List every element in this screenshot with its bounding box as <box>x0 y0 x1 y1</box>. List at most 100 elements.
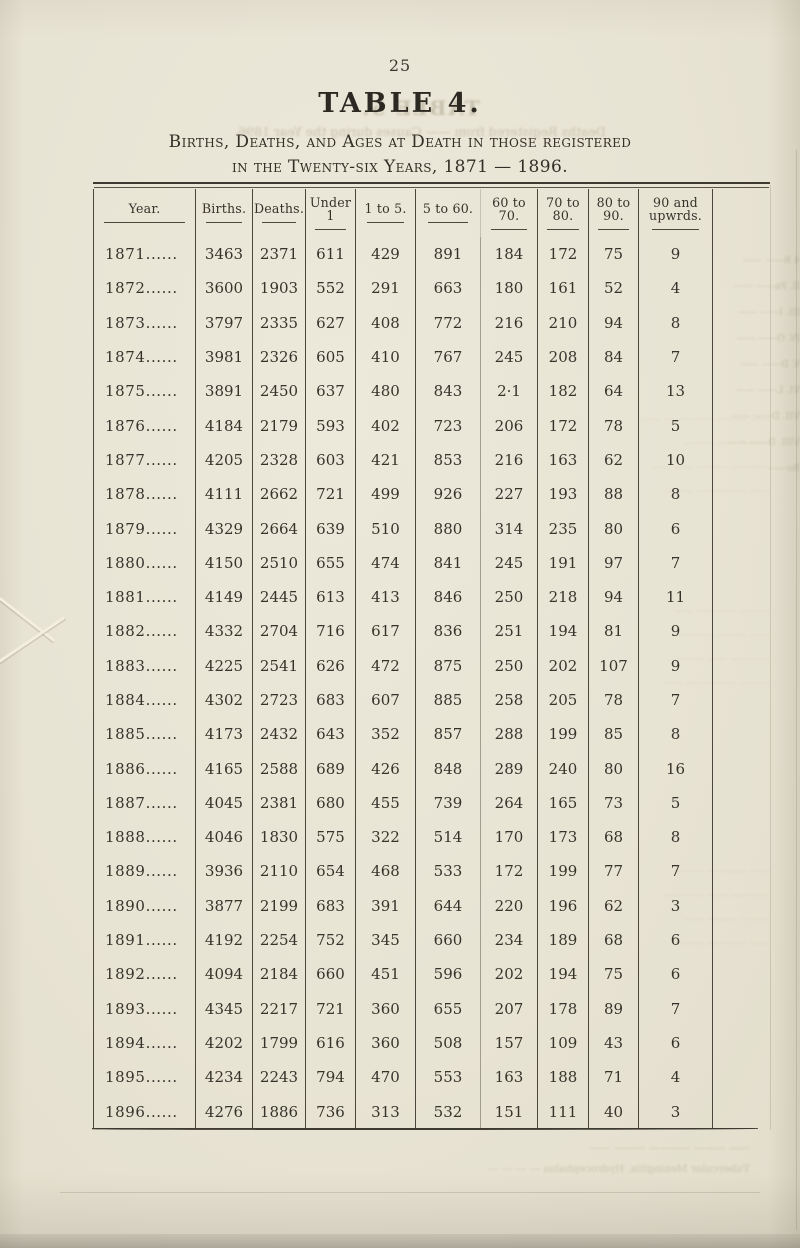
ghost-vertical-rule-2 <box>796 150 797 1230</box>
value-cell: 472 <box>355 648 416 683</box>
value-cell: 234 <box>480 922 538 958</box>
value-cell: 510 <box>355 511 416 546</box>
value-cell: 94 <box>588 579 639 615</box>
year-cell: 1873...... <box>105 313 178 332</box>
year-cell: 1875...... <box>105 382 178 401</box>
value-cell: 291 <box>355 271 416 306</box>
value-cell: 6 <box>638 922 713 958</box>
table-row: 1889...... 3936 2110 654 468 533 172 199 77 7 <box>94 854 713 889</box>
table-row: 1873...... 3797 2335 627 408 772 216 210 94 8 <box>94 305 713 340</box>
value-cell: 207 <box>480 991 538 1026</box>
value-cell: 2326 <box>252 339 306 375</box>
table-row: 1878...... 4111 2662 721 499 926 227 193 88 8 <box>94 477 713 512</box>
value-cell: 1830 <box>252 820 306 855</box>
value-cell: 451 <box>355 957 416 992</box>
value-cell: 616 <box>305 1025 356 1061</box>
table-row: 1882...... 4332 2704 716 617 836 251 194 81 9 <box>94 614 713 649</box>
value-cell: 2432 <box>252 717 306 752</box>
value-cell: 480 <box>355 374 416 409</box>
value-cell: 499 <box>355 477 416 512</box>
value-cell: 4184 <box>195 408 253 443</box>
value-cell: 639 <box>305 511 356 546</box>
value-cell: 4205 <box>195 442 253 478</box>
value-cell: 514 <box>415 820 481 855</box>
value-cell: 2217 <box>252 991 306 1026</box>
value-cell: 402 <box>355 408 416 443</box>
value-cell: 3600 <box>195 271 253 306</box>
value-cell: 258 <box>480 682 538 718</box>
column-header: 70 to 80. <box>537 189 589 237</box>
value-cell: 84 <box>588 339 639 375</box>
year-cell: 1896...... <box>105 1102 178 1121</box>
value-cell: 7 <box>638 991 713 1026</box>
value-cell: 180 <box>480 271 538 306</box>
value-cell: 64 <box>588 374 639 409</box>
value-cell: 218 <box>537 579 589 615</box>
table-row: 1886...... 4165 2588 689 426 848 289 240 80 16 <box>94 751 713 786</box>
value-cell: 206 <box>480 408 538 443</box>
value-cell: 313 <box>355 1094 416 1129</box>
value-cell: 16 <box>638 751 713 786</box>
column-header: 90 and upwrds. <box>638 189 713 237</box>
value-cell: 5 <box>638 785 713 821</box>
value-cell: 617 <box>355 614 416 649</box>
value-cell: 352 <box>355 717 416 752</box>
value-cell: 235 <box>537 511 589 546</box>
value-cell: 421 <box>355 442 416 478</box>
table-row: 1888...... 4046 1830 575 322 514 170 173 68 8 <box>94 820 713 855</box>
value-cell: 683 <box>305 682 356 718</box>
value-cell: 2450 <box>252 374 306 409</box>
value-cell: 8 <box>638 717 713 752</box>
value-cell: 721 <box>305 991 356 1026</box>
table-row: 1876...... 4184 2179 593 402 723 206 172 78 5 <box>94 408 713 443</box>
value-cell: 655 <box>415 991 481 1026</box>
value-cell: 163 <box>480 1060 538 1095</box>
value-cell: 191 <box>537 545 589 580</box>
value-cell: 80 <box>588 751 639 786</box>
column-header: 60 to 70. <box>480 189 538 237</box>
value-cell: 926 <box>415 477 481 512</box>
value-cell: 182 <box>537 374 589 409</box>
value-cell: 7 <box>638 339 713 375</box>
value-cell: 721 <box>305 477 356 512</box>
table-row: 1883...... 4225 2541 626 472 875 250 202 107 9 <box>94 648 713 683</box>
value-cell: 644 <box>415 888 481 923</box>
value-cell: 194 <box>537 614 589 649</box>
value-cell: 552 <box>305 271 356 306</box>
year-cell: 1891...... <box>105 931 178 950</box>
year-cell: 1894...... <box>105 1033 178 1052</box>
table-row: 1895...... 4234 2243 794 470 553 163 188 71 4 <box>94 1060 713 1095</box>
bottom-rule <box>92 1128 758 1130</box>
value-cell: 205 <box>537 682 589 718</box>
value-cell: 470 <box>355 1060 416 1095</box>
value-cell: 178 <box>537 991 589 1026</box>
value-cell: 80 <box>588 511 639 546</box>
value-cell: 2243 <box>252 1060 306 1095</box>
value-cell: 841 <box>415 545 481 580</box>
table-row: 1872...... 3600 1903 552 291 663 180 161 52 4 <box>94 271 713 306</box>
value-cell: 2662 <box>252 477 306 512</box>
value-cell: 188 <box>537 1060 589 1095</box>
value-cell: 6 <box>638 957 713 992</box>
value-cell: 9 <box>638 614 713 649</box>
value-cell: 10 <box>638 442 713 478</box>
table-title: Births, Deaths, and Ages at Death in tho… <box>0 130 800 180</box>
year-cell: 1890...... <box>105 896 178 915</box>
value-cell: 43 <box>588 1025 639 1061</box>
table-row: 1871...... 3463 2371 611 429 891 184 172 75 9 <box>94 237 713 272</box>
value-cell: 8 <box>638 305 713 340</box>
value-cell: 885 <box>415 682 481 718</box>
column-header: Year. <box>94 189 196 237</box>
value-cell: 9 <box>638 648 713 683</box>
value-cell: 7 <box>638 545 713 580</box>
value-cell: 875 <box>415 648 481 683</box>
value-cell: 2199 <box>252 888 306 923</box>
value-cell: 77 <box>588 854 639 889</box>
year-cell: 1888...... <box>105 828 178 847</box>
value-cell: 739 <box>415 785 481 821</box>
column-header: 1 to 5. <box>355 189 416 237</box>
value-cell: 660 <box>305 957 356 992</box>
table-row: 1896...... 4276 1886 736 313 532 151 111 40 3 <box>94 1094 713 1129</box>
value-cell: 836 <box>415 614 481 649</box>
